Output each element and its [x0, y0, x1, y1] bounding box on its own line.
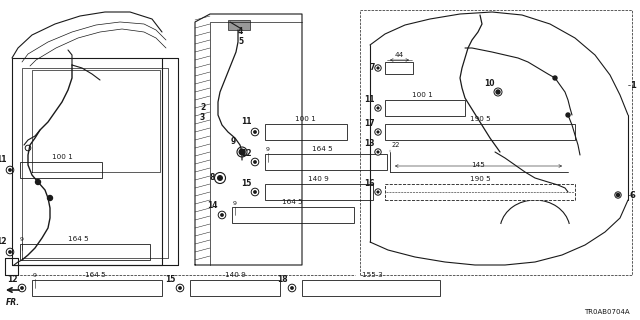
- Text: 10: 10: [484, 79, 495, 89]
- Circle shape: [290, 286, 294, 290]
- Text: 14: 14: [207, 202, 218, 211]
- Text: 11: 11: [0, 156, 7, 164]
- Bar: [265, 184, 373, 200]
- Circle shape: [239, 149, 245, 155]
- Text: 100 1: 100 1: [52, 154, 72, 160]
- Text: 9: 9: [266, 147, 270, 152]
- Circle shape: [566, 113, 570, 117]
- Circle shape: [376, 150, 380, 154]
- Text: 2: 2: [200, 103, 205, 113]
- Text: 18: 18: [277, 276, 288, 284]
- Text: 9: 9: [20, 237, 24, 242]
- Circle shape: [496, 90, 500, 94]
- Text: 100 1: 100 1: [412, 92, 433, 98]
- Circle shape: [251, 188, 259, 196]
- Bar: [32, 280, 162, 296]
- Circle shape: [18, 284, 26, 292]
- Bar: [20, 162, 102, 178]
- Text: 11: 11: [365, 95, 375, 105]
- Circle shape: [375, 149, 381, 155]
- Text: 9: 9: [33, 273, 37, 278]
- Bar: [265, 124, 347, 140]
- Text: 1: 1: [630, 81, 636, 90]
- Circle shape: [178, 286, 182, 290]
- Text: 164 5: 164 5: [312, 146, 332, 152]
- Bar: [190, 280, 280, 296]
- Bar: [385, 184, 575, 200]
- Text: 9: 9: [233, 201, 237, 206]
- Text: 100 1: 100 1: [294, 116, 316, 122]
- Circle shape: [218, 211, 226, 219]
- Circle shape: [176, 284, 184, 292]
- Text: 11: 11: [241, 117, 252, 126]
- Text: 164 5: 164 5: [282, 199, 302, 205]
- Bar: [385, 62, 413, 74]
- Circle shape: [220, 213, 224, 217]
- Circle shape: [615, 192, 621, 198]
- Text: 16: 16: [365, 180, 375, 188]
- Circle shape: [251, 158, 259, 166]
- Text: 15: 15: [166, 276, 176, 284]
- Circle shape: [375, 129, 381, 135]
- Circle shape: [6, 166, 14, 174]
- Text: 6: 6: [630, 190, 636, 199]
- Circle shape: [8, 250, 12, 254]
- Circle shape: [251, 128, 259, 136]
- Circle shape: [376, 131, 380, 134]
- Circle shape: [214, 172, 225, 183]
- Text: 190 5: 190 5: [470, 116, 490, 122]
- Text: 140 9: 140 9: [225, 272, 245, 278]
- Text: 3: 3: [200, 114, 205, 123]
- Text: 12: 12: [0, 237, 7, 246]
- Text: 5: 5: [238, 37, 243, 46]
- Text: 164 5: 164 5: [84, 272, 106, 278]
- Text: 17: 17: [364, 119, 375, 129]
- Circle shape: [376, 106, 380, 109]
- Circle shape: [8, 168, 12, 172]
- Circle shape: [616, 193, 620, 196]
- Text: 12: 12: [8, 276, 18, 284]
- Text: 164 5: 164 5: [68, 236, 88, 242]
- Circle shape: [35, 180, 40, 185]
- Bar: [265, 154, 387, 170]
- Circle shape: [375, 189, 381, 195]
- Circle shape: [376, 67, 380, 69]
- Text: FR.: FR.: [6, 298, 20, 307]
- Text: 140 9: 140 9: [308, 176, 328, 182]
- Circle shape: [20, 286, 24, 290]
- Text: 155 3: 155 3: [362, 272, 382, 278]
- Text: 12: 12: [241, 149, 252, 158]
- Circle shape: [253, 190, 257, 194]
- Text: 15: 15: [242, 180, 252, 188]
- Bar: [385, 124, 575, 140]
- Circle shape: [375, 105, 381, 111]
- Circle shape: [253, 160, 257, 164]
- Text: 145: 145: [471, 162, 485, 168]
- Circle shape: [217, 175, 223, 181]
- Text: 7: 7: [370, 63, 375, 73]
- Circle shape: [376, 190, 380, 194]
- Circle shape: [237, 147, 247, 157]
- Bar: [302, 280, 440, 296]
- Text: 9: 9: [231, 138, 236, 147]
- Circle shape: [375, 65, 381, 71]
- Bar: [232, 207, 354, 223]
- Text: 4: 4: [238, 28, 243, 36]
- Text: 190 5: 190 5: [470, 176, 490, 182]
- Text: 22: 22: [392, 142, 401, 148]
- Bar: [20, 244, 150, 260]
- Text: 13: 13: [365, 140, 375, 148]
- Bar: [385, 100, 465, 116]
- Bar: [228, 20, 250, 30]
- Circle shape: [553, 76, 557, 80]
- Circle shape: [288, 284, 296, 292]
- Circle shape: [253, 130, 257, 134]
- Text: 44: 44: [394, 52, 404, 58]
- Circle shape: [47, 196, 52, 201]
- Text: TR0AB0704A: TR0AB0704A: [584, 309, 630, 315]
- Text: 8: 8: [210, 173, 215, 182]
- Circle shape: [494, 88, 502, 96]
- Circle shape: [6, 248, 14, 256]
